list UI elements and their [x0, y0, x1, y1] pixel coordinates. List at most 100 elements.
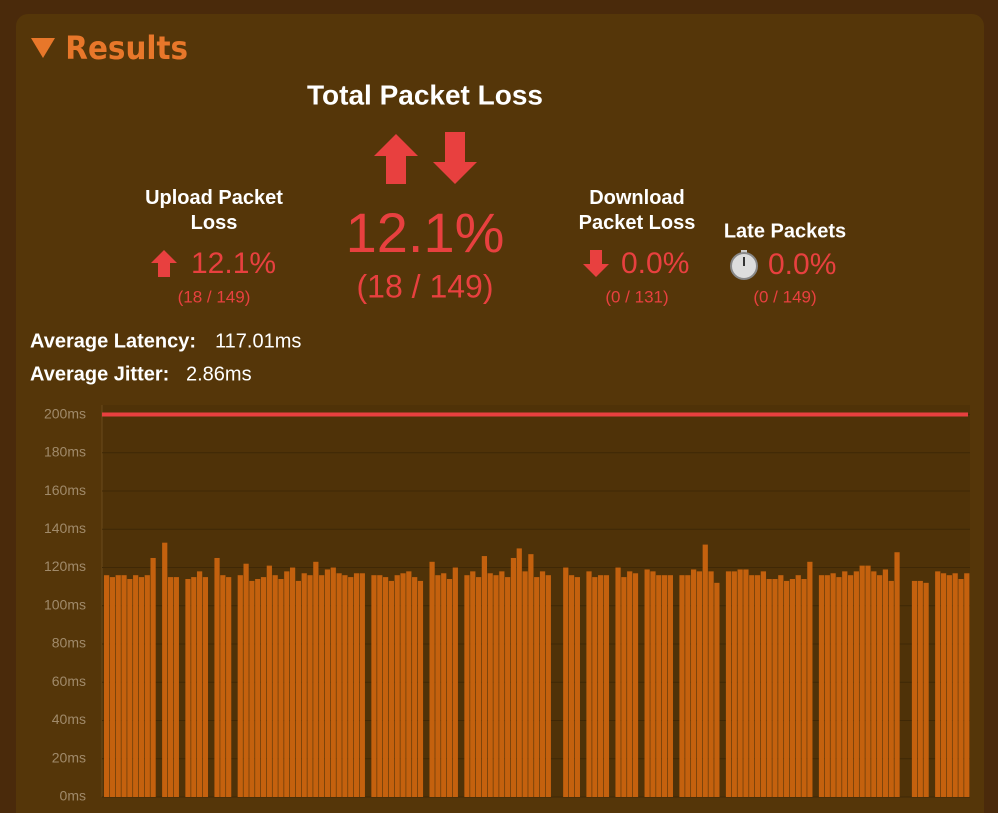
- bar: [568, 575, 575, 797]
- bar: [656, 575, 662, 797]
- bar: [679, 575, 685, 797]
- bar: [574, 577, 580, 797]
- late-count: (0 / 149): [753, 287, 816, 306]
- bar: [446, 579, 453, 797]
- bar: [731, 571, 737, 797]
- bar: [534, 577, 540, 797]
- bar: [749, 575, 755, 797]
- bar: [377, 575, 383, 797]
- bar: [330, 567, 336, 797]
- y-tick-label: 180ms: [44, 444, 86, 460]
- bar: [278, 579, 284, 797]
- bar: [255, 579, 261, 797]
- bar: [493, 575, 499, 797]
- bar: [894, 552, 900, 797]
- bar: [406, 571, 412, 797]
- bar: [417, 580, 424, 797]
- bar: [708, 571, 714, 797]
- chart: 0ms 20ms 40ms 60ms 80ms 100ms 120ms 140ms 160ms 1…: [44, 405, 970, 804]
- bar: [284, 571, 290, 797]
- latency-label: Average Latency:: [30, 330, 196, 352]
- bar: [528, 554, 534, 797]
- bar: [109, 577, 116, 797]
- bar: [289, 567, 296, 797]
- bar: [650, 571, 656, 797]
- bar: [545, 575, 551, 797]
- y-tick-label: 40ms: [52, 711, 86, 727]
- bar: [104, 575, 110, 797]
- collapse-icon[interactable]: [31, 38, 55, 58]
- download-label: Download Packet Loss: [578, 187, 696, 234]
- bar: [435, 575, 441, 797]
- bar: [859, 565, 865, 797]
- bar: [563, 567, 569, 797]
- bar: [615, 567, 621, 797]
- bar: [778, 575, 784, 797]
- y-tick-label: 140ms: [44, 520, 86, 536]
- upload-arrow: [374, 134, 418, 184]
- bar: [150, 557, 156, 797]
- bar: [138, 577, 145, 797]
- bar: [853, 571, 859, 797]
- bar: [958, 579, 964, 797]
- bar: [795, 575, 801, 797]
- bar: [789, 579, 796, 797]
- bar: [173, 577, 179, 797]
- y-tick-label: 80ms: [52, 635, 86, 651]
- bar: [214, 557, 220, 797]
- bar: [940, 573, 947, 797]
- bar: [923, 582, 929, 797]
- bar: [766, 579, 772, 797]
- bar: [522, 571, 528, 797]
- bar: [632, 573, 639, 797]
- bar: [301, 573, 307, 797]
- bar: [505, 577, 511, 797]
- bar: [882, 569, 889, 797]
- bar: [394, 575, 400, 797]
- bar: [185, 579, 191, 797]
- download-arrow: [433, 132, 477, 184]
- y-tick-label: 200ms: [44, 405, 86, 421]
- bar: [586, 571, 592, 797]
- jitter-value: 2.86ms: [186, 363, 252, 385]
- bar: [220, 575, 226, 797]
- bar: [121, 575, 127, 797]
- bar: [272, 575, 278, 797]
- y-tick-label: 160ms: [44, 482, 86, 498]
- upload-percent: 12.1%: [191, 247, 276, 280]
- bar: [266, 565, 272, 797]
- bar: [871, 571, 877, 797]
- jitter-label: Average Jitter:: [30, 363, 169, 385]
- bar: [371, 575, 377, 797]
- bar: [685, 575, 691, 797]
- bar: [598, 575, 604, 797]
- bar: [621, 577, 627, 797]
- bar: [127, 579, 133, 797]
- upload-icon: [151, 250, 177, 277]
- bar: [162, 542, 168, 797]
- bar: [784, 580, 790, 797]
- bar: [307, 575, 313, 797]
- bar: [249, 580, 255, 797]
- bar: [888, 580, 894, 797]
- stopwatch-icon: [730, 250, 758, 280]
- y-tick-label: 20ms: [52, 749, 86, 765]
- bar: [917, 580, 923, 797]
- bar: [133, 575, 139, 797]
- bar: [388, 580, 395, 797]
- bar: [382, 577, 389, 797]
- bar: [470, 571, 476, 797]
- bar: [464, 575, 470, 797]
- latency-value: 117.01ms: [215, 330, 301, 352]
- section-title[interactable]: Results: [65, 30, 188, 67]
- bar: [807, 561, 813, 797]
- bar: [243, 563, 249, 797]
- bar: [475, 577, 482, 797]
- download-percent: 0.0%: [621, 247, 689, 280]
- download-count: (0 / 131): [605, 287, 668, 306]
- upload-label-box: Upload Packet Loss: [145, 187, 283, 234]
- total-percent: 12.1%: [346, 201, 505, 264]
- bar: [836, 577, 842, 797]
